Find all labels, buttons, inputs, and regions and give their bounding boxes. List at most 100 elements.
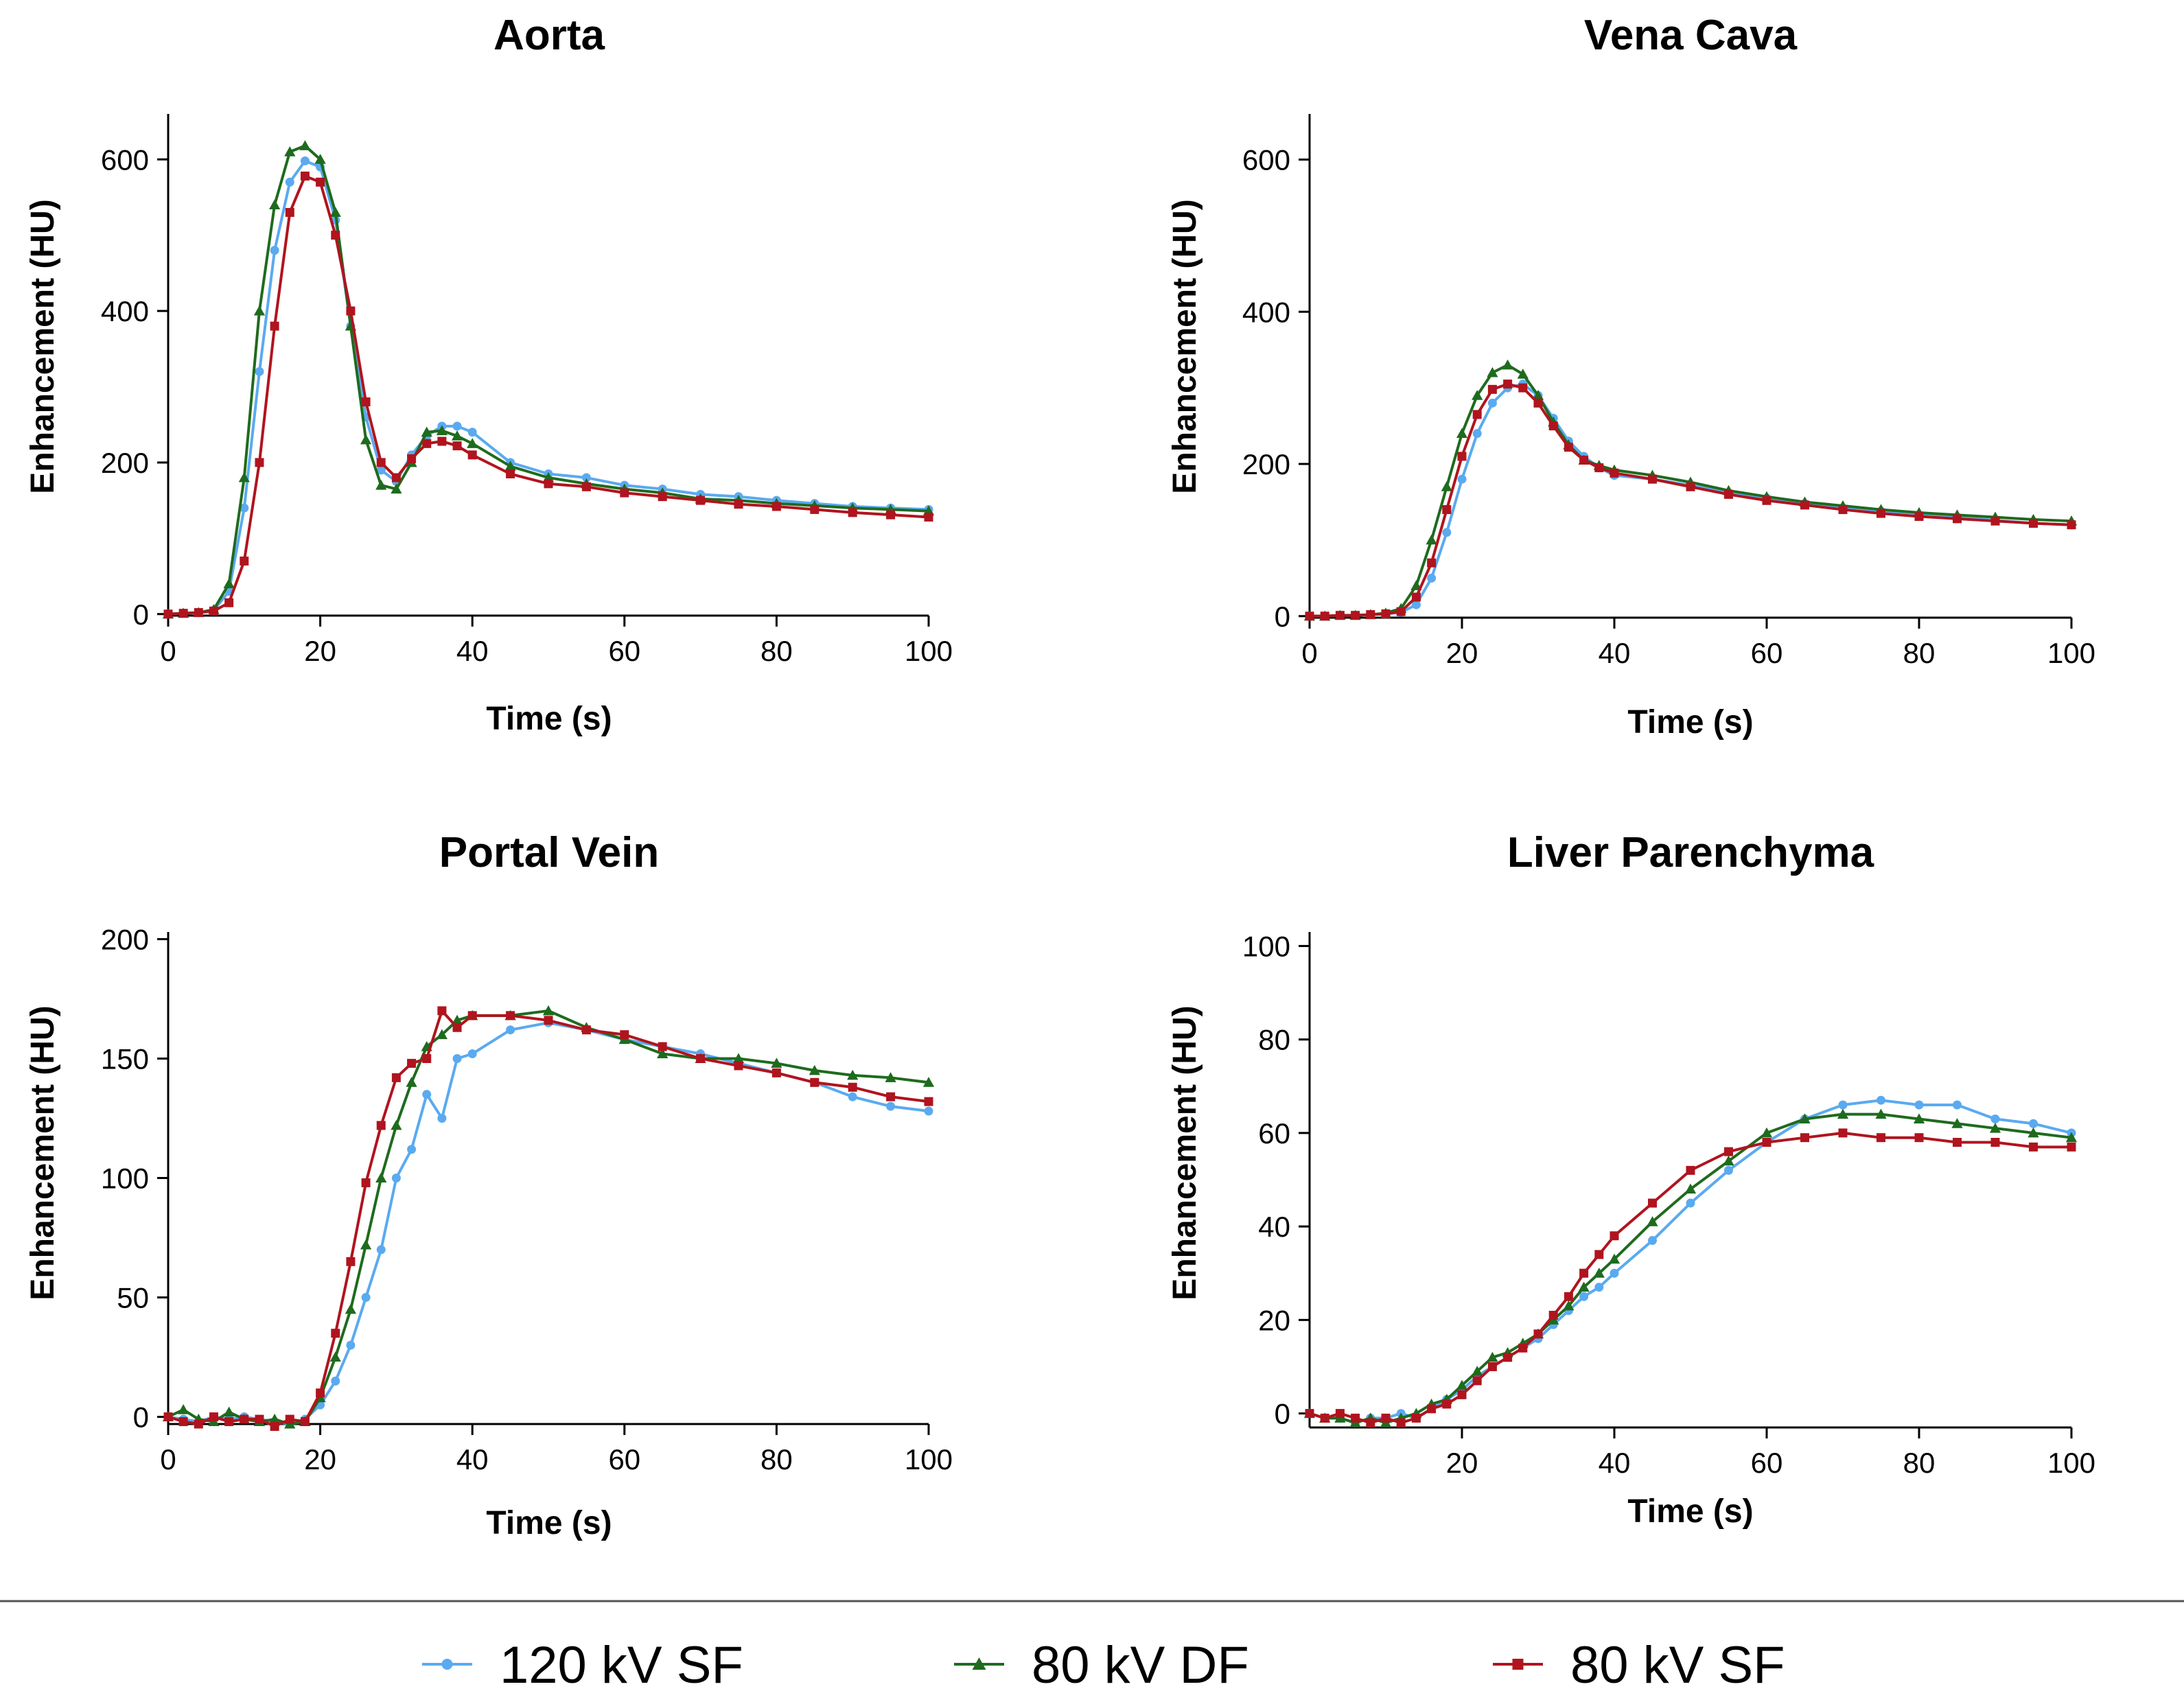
- x-tick-label: 40: [456, 1443, 489, 1476]
- chart-title: Vena Cava: [1584, 12, 1798, 59]
- data-point: [657, 1048, 669, 1059]
- x-tick-label: 80: [760, 1443, 793, 1476]
- y-tick-label: 60: [1258, 1117, 1290, 1150]
- data-point: [2029, 1119, 2038, 1128]
- x-tick-label: 80: [1903, 1447, 1936, 1479]
- x-tick-label: 40: [456, 635, 489, 667]
- data-point: [209, 606, 218, 616]
- data-point: [437, 1113, 447, 1123]
- data-point: [1594, 1283, 1604, 1292]
- data-point: [178, 609, 188, 618]
- data-point: [1762, 1138, 1771, 1147]
- y-tick-label: 400: [1242, 296, 1290, 328]
- series-layer: [1303, 359, 2078, 621]
- data-point: [314, 154, 326, 164]
- data-point: [1396, 607, 1406, 616]
- data-point: [809, 1064, 820, 1075]
- y-axis-label: Enhancement (HU): [1167, 1005, 1203, 1300]
- data-point: [255, 366, 264, 376]
- data-point: [1579, 1292, 1589, 1301]
- data-point: [1457, 474, 1467, 484]
- data-point: [375, 1172, 387, 1182]
- data-point: [407, 1058, 417, 1068]
- data-point: [194, 1419, 203, 1429]
- x-tick-label: 20: [304, 635, 336, 667]
- data-point: [436, 425, 448, 436]
- data-point: [1472, 429, 1482, 439]
- data-point: [1335, 611, 1345, 620]
- data-point: [223, 1406, 235, 1417]
- data-point: [1487, 384, 1497, 394]
- data-point: [1877, 1095, 1885, 1105]
- data-point: [810, 504, 820, 514]
- axis-ticks: 0 20 40 60 80 100 0 50 100 150 200: [101, 923, 953, 1476]
- data-point: [2029, 1142, 2038, 1152]
- data-point: [268, 199, 281, 210]
- data-point: [467, 438, 478, 448]
- data-point: [270, 321, 279, 331]
- data-point: [452, 441, 462, 451]
- data-point: [422, 439, 432, 448]
- data-point: [316, 1388, 325, 1398]
- data-point: [581, 473, 591, 482]
- data-point: [1396, 1418, 1406, 1427]
- data-point: [360, 1239, 372, 1250]
- data-point: [696, 495, 706, 505]
- data-point: [270, 1421, 279, 1431]
- data-point: [178, 1417, 188, 1427]
- y-tick-label: 80: [1258, 1024, 1290, 1056]
- data-point: [361, 1178, 371, 1187]
- data-point: [331, 231, 340, 240]
- data-point: [1648, 474, 1657, 484]
- legend: 120 kV SF 80 kV DF 80 kV SF: [422, 1636, 1785, 1691]
- data-point: [2067, 1142, 2076, 1152]
- data-point: [1427, 1404, 1437, 1414]
- data-point: [1381, 1413, 1391, 1423]
- data-point: [1487, 366, 1498, 377]
- chart-panel-vena-cava: Vena Cava Enhancement (HU) Time (s) 0 20 4…: [1167, 12, 2095, 740]
- data-point: [2065, 1132, 2078, 1143]
- data-point: [240, 1414, 249, 1424]
- data-point: [178, 1403, 189, 1414]
- data-point: [436, 1029, 448, 1040]
- legend-item-80kv-df: 80 kV DF: [954, 1636, 1249, 1691]
- data-point: [2067, 520, 2076, 530]
- data-point: [467, 1049, 477, 1059]
- data-point: [1724, 489, 1733, 499]
- data-point: [1579, 455, 1589, 465]
- data-point: [331, 1329, 340, 1338]
- data-point: [375, 479, 387, 490]
- legend-label: 120 kV SF: [500, 1636, 743, 1691]
- data-point: [391, 473, 401, 482]
- x-tick-label: 20: [1446, 1447, 1478, 1479]
- data-point: [1351, 1413, 1360, 1423]
- y-tick-label: 50: [117, 1282, 149, 1314]
- data-point: [194, 608, 203, 618]
- data-point: [1518, 1343, 1528, 1353]
- y-tick-label: 400: [101, 295, 149, 327]
- y-tick-label: 200: [101, 923, 149, 955]
- data-point: [1762, 495, 1771, 505]
- x-tick-label: 80: [1903, 637, 1936, 669]
- data-point: [1563, 1300, 1575, 1311]
- data-point: [406, 1077, 417, 1087]
- series-layer: [162, 1005, 935, 1431]
- data-point: [1990, 516, 2000, 526]
- x-tick-label: 20: [304, 1443, 336, 1476]
- data-point: [240, 556, 249, 565]
- data-point: [452, 1053, 462, 1063]
- data-point: [391, 1073, 401, 1082]
- data-point: [346, 306, 356, 316]
- chart-panel-liver-parenchyma: Liver Parenchyma Enhancement (HU) Time (…: [1167, 829, 2095, 1530]
- data-point: [2028, 1127, 2039, 1138]
- data-point: [1366, 1418, 1375, 1427]
- data-point: [1686, 1165, 1695, 1175]
- data-point: [504, 460, 516, 471]
- data-point: [391, 1119, 402, 1130]
- data-point: [1800, 500, 1809, 510]
- data-point: [452, 421, 462, 431]
- y-tick-label: 0: [133, 598, 149, 631]
- x-tick-label: 40: [1599, 1447, 1631, 1479]
- data-point: [268, 1413, 281, 1424]
- data-point: [1472, 1376, 1482, 1386]
